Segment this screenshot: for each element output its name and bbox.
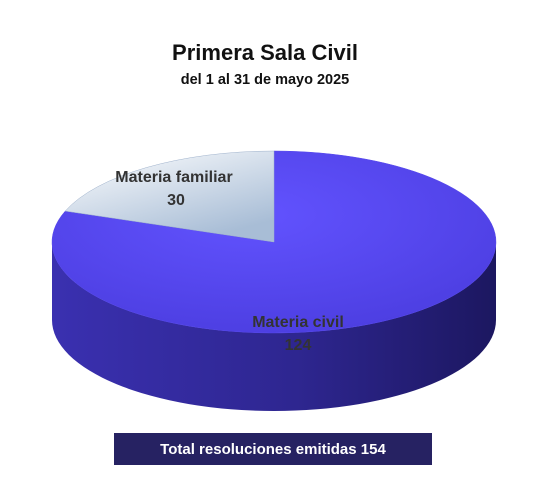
label-materia-civil-name: Materia civil	[252, 314, 344, 331]
pie-side-wall	[52, 242, 496, 411]
label-materia-civil-value: 124	[285, 337, 312, 354]
pie-chart: Materia familiar 30 Materia civil 124	[51, 150, 497, 411]
chart-title: Primera Sala Civil	[172, 40, 358, 65]
total-resoluciones-banner: Total resoluciones emitidas 154	[114, 433, 432, 465]
label-materia-familiar-value: 30	[167, 192, 185, 209]
label-materia-familiar-name: Materia familiar	[115, 169, 232, 186]
pie-slice-materia-familiar	[64, 150, 275, 243]
chart-subtitle: del 1 al 31 de mayo 2025	[180, 72, 350, 88]
pie-slice-materia-civil	[51, 150, 497, 334]
